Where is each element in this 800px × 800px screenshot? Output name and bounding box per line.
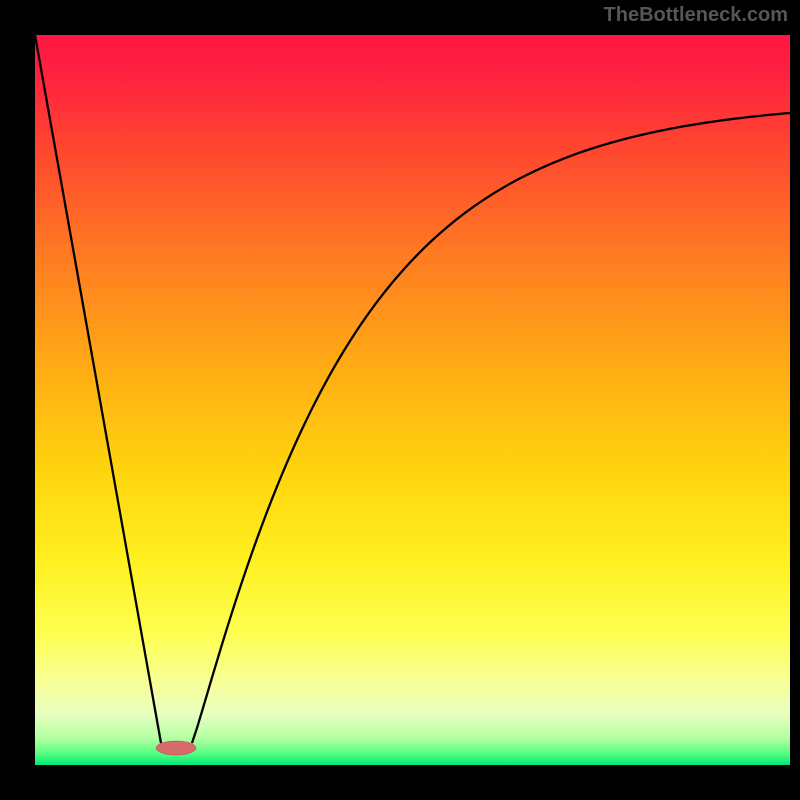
watermark-text: TheBottleneck.com — [604, 4, 788, 27]
chart-container: TheBottleneck.com — [0, 0, 800, 800]
optimal-marker — [156, 741, 196, 755]
gradient-background — [35, 35, 790, 765]
bottleneck-chart — [0, 0, 800, 800]
